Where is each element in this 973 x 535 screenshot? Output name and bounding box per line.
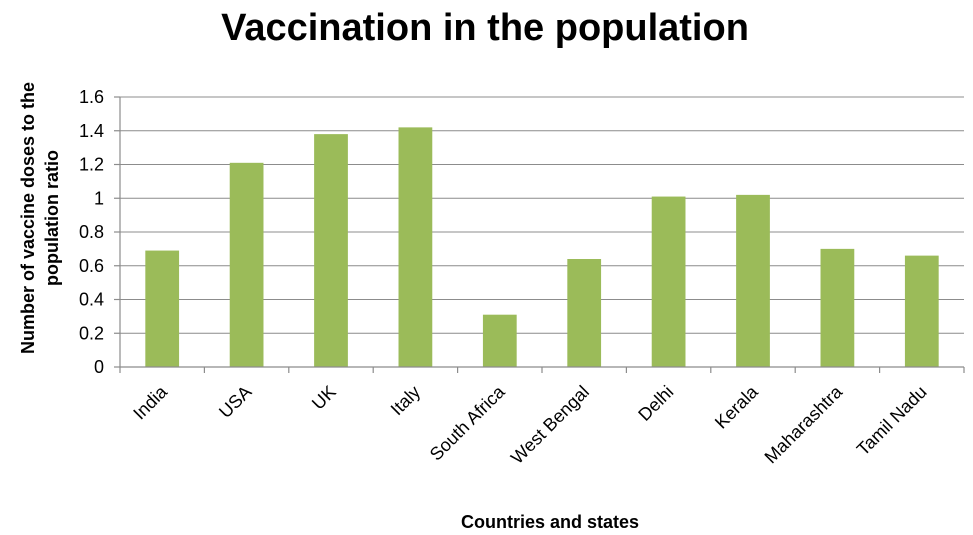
x-category-label: Tamil Nadu: [853, 382, 931, 460]
x-category-label: UK: [308, 382, 340, 414]
x-category-label: India: [129, 381, 171, 423]
y-axis-title-line-2: population ratio: [42, 150, 62, 286]
bar: [145, 250, 180, 367]
bars: [145, 127, 939, 367]
bar: [229, 162, 264, 367]
x-category-label: South Africa: [426, 381, 509, 464]
bar: [736, 194, 770, 367]
y-tick-label: 0.6: [79, 256, 104, 276]
y-tick-label: 0.4: [79, 290, 104, 310]
chart-title: Vaccination in the population: [221, 7, 749, 49]
bar: [314, 134, 348, 367]
y-axis-title: Number of vaccine doses to the populatio…: [18, 82, 62, 354]
x-axis-title: Countries and states: [461, 512, 639, 532]
bar: [398, 127, 433, 367]
axes: [119, 97, 965, 373]
y-tick-label: 0: [94, 357, 104, 377]
bar: [567, 259, 602, 367]
bar: [820, 248, 855, 367]
x-category-label: USA: [215, 382, 255, 422]
x-category-label: Maharashtra: [761, 381, 847, 467]
x-category-label: Italy: [387, 382, 424, 419]
bar: [651, 196, 686, 367]
bar: [904, 255, 939, 367]
bar: [482, 314, 517, 367]
y-tick-label: 1.6: [79, 87, 104, 107]
y-axis-title-line-1: Number of vaccine doses to the: [18, 82, 38, 354]
y-tick-labels: 0 0.2 0.4 0.6 0.8 1 1.2 1.4 1.6: [79, 87, 104, 377]
x-category-label: Delhi: [634, 382, 677, 425]
y-tick-label: 0.2: [79, 323, 104, 343]
y-tick-label: 1.4: [79, 121, 104, 141]
y-tick-label: 1: [94, 188, 104, 208]
x-category-label: West Bengal: [507, 382, 593, 468]
y-tick-label: 0.8: [79, 222, 104, 242]
x-category-label: Kerala: [711, 381, 763, 433]
y-tick-label: 1.2: [79, 155, 104, 175]
